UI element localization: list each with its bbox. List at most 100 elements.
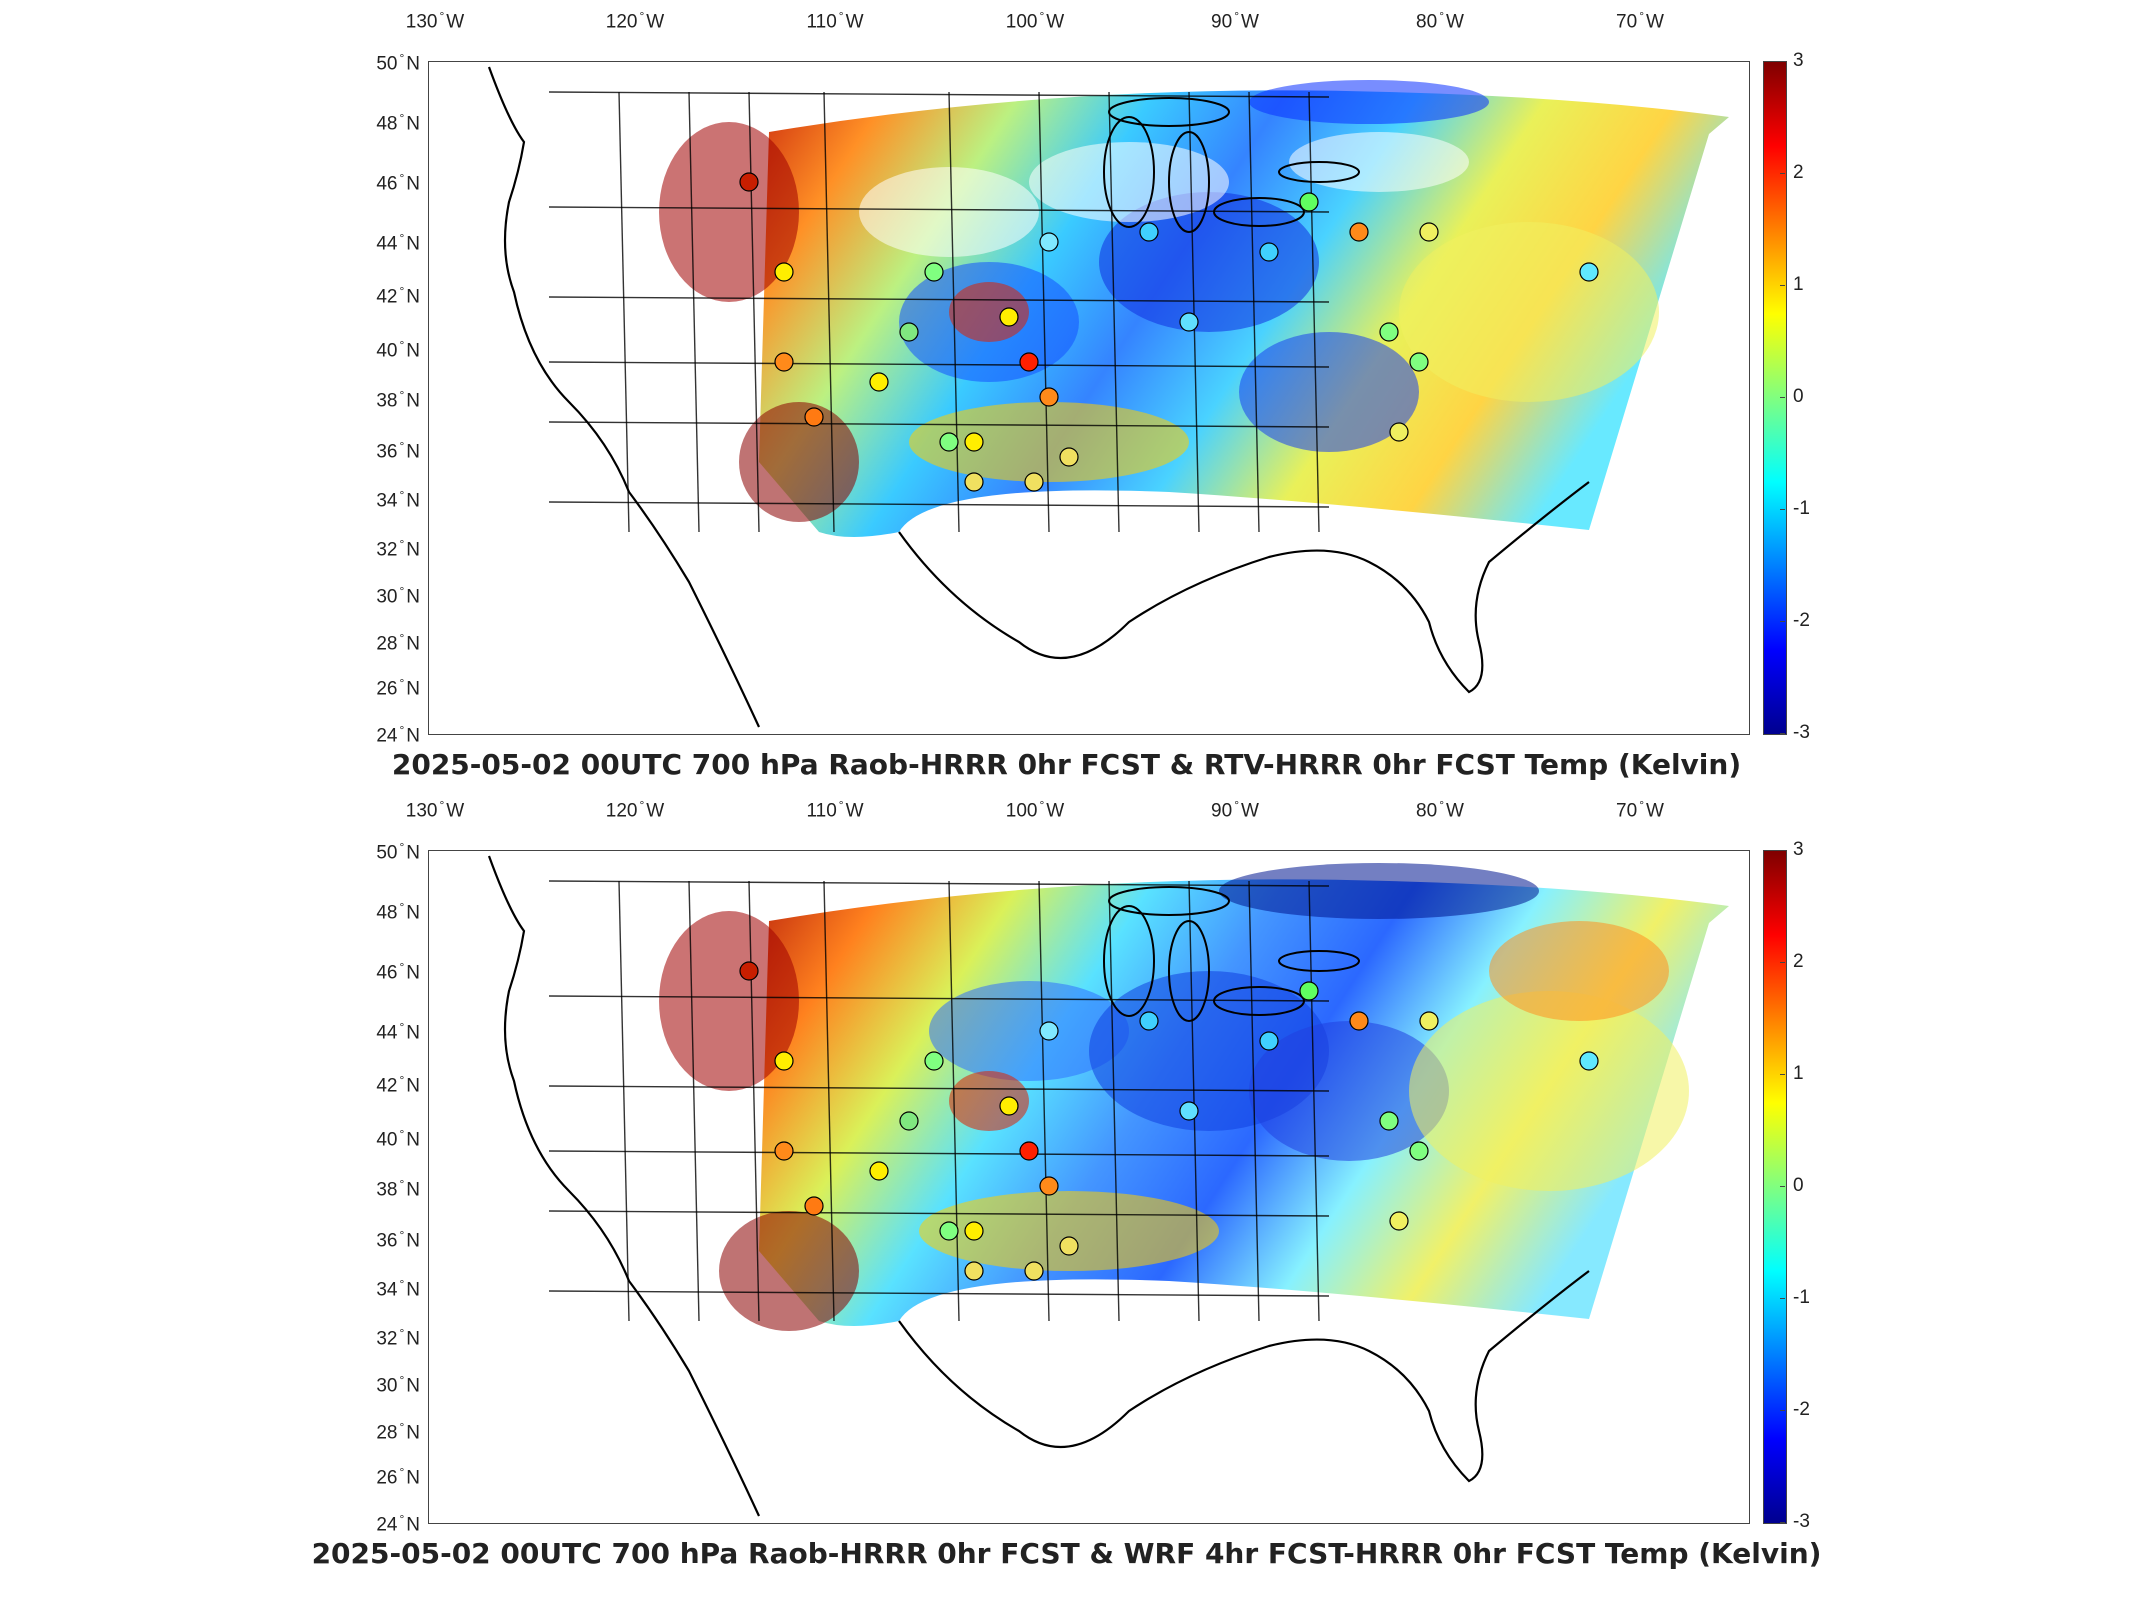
latitude-label: 38 ° N <box>376 388 420 412</box>
colorbar-tick-label: -1 <box>1793 1287 1810 1308</box>
raob-station-marker[interactable] <box>1379 1111 1399 1131</box>
raob-station-marker[interactable] <box>1349 222 1369 242</box>
raob-station-marker[interactable] <box>1139 1011 1159 1031</box>
great-lake-outline <box>1168 131 1210 233</box>
field-patch <box>1249 80 1489 124</box>
field-patch <box>949 282 1029 342</box>
raob-station-marker[interactable] <box>1059 1236 1079 1256</box>
panel-title-top: 2025-05-02 00UTC 700 hPa Raob-HRRR 0hr F… <box>391 748 1742 781</box>
raob-station-marker[interactable] <box>804 407 824 427</box>
raob-station-marker[interactable] <box>1389 1211 1409 1231</box>
state-boundary <box>1248 91 1260 533</box>
raob-station-marker[interactable] <box>964 1221 984 1241</box>
raob-station-marker[interactable] <box>939 1221 959 1241</box>
colorbar-tick-label: 0 <box>1793 1175 1804 1196</box>
colorbar-tick-mark <box>1780 61 1785 62</box>
raob-station-marker[interactable] <box>1349 1011 1369 1031</box>
raob-station-marker[interactable] <box>774 352 794 372</box>
state-boundary <box>548 206 1330 213</box>
latitude-label: 34 ° N <box>376 488 420 512</box>
raob-station-marker[interactable] <box>1419 1011 1439 1031</box>
raob-station-marker[interactable] <box>1379 322 1399 342</box>
raob-station-marker[interactable] <box>1019 352 1039 372</box>
latitude-label: 26 ° N <box>376 676 420 700</box>
coastline <box>487 66 760 728</box>
raob-station-marker[interactable] <box>869 372 889 392</box>
great-lake-outline <box>1103 905 1155 1017</box>
raob-station-marker[interactable] <box>939 432 959 452</box>
raob-station-marker[interactable] <box>1039 387 1059 407</box>
field-patch <box>949 1071 1029 1131</box>
raob-station-marker[interactable] <box>869 1161 889 1181</box>
raob-station-marker[interactable] <box>1419 222 1439 242</box>
colorbar-tick-mark <box>1780 1298 1785 1299</box>
latitude-label: 38 ° N <box>376 1177 420 1201</box>
raob-station-marker[interactable] <box>924 262 944 282</box>
latitude-label: 24 ° N <box>376 1512 420 1536</box>
colorbar-tick-mark <box>1780 850 1785 851</box>
state-boundary <box>548 296 1330 303</box>
raob-station-marker[interactable] <box>774 1141 794 1161</box>
raob-station-marker[interactable] <box>999 307 1019 327</box>
raob-station-marker[interactable] <box>1024 472 1044 492</box>
colorbar-tick-mark <box>1780 962 1785 963</box>
great-lake-outline <box>1103 116 1155 228</box>
raob-station-marker[interactable] <box>1579 262 1599 282</box>
raob-station-marker[interactable] <box>899 1111 919 1131</box>
raob-station-marker[interactable] <box>964 432 984 452</box>
field-patch <box>659 122 799 302</box>
state-boundary <box>688 880 700 1322</box>
raob-station-marker[interactable] <box>1019 1141 1039 1161</box>
state-boundary <box>1188 880 1200 1322</box>
colorbar-tick-label: -3 <box>1793 722 1810 743</box>
raob-station-marker[interactable] <box>1389 422 1409 442</box>
map-plot-area-top[interactable] <box>428 61 1750 735</box>
colorbar-tick-label: 1 <box>1793 1063 1804 1084</box>
raob-station-marker[interactable] <box>774 262 794 282</box>
raob-station-marker[interactable] <box>964 1261 984 1281</box>
raob-station-marker[interactable] <box>1039 1176 1059 1196</box>
raob-station-marker[interactable] <box>804 1196 824 1216</box>
raob-station-marker[interactable] <box>1179 1101 1199 1121</box>
raob-station-marker[interactable] <box>774 1051 794 1071</box>
map-plot-area-bottom[interactable] <box>428 850 1750 1524</box>
raob-station-marker[interactable] <box>1059 447 1079 467</box>
raob-station-marker[interactable] <box>924 1051 944 1071</box>
raob-station-marker[interactable] <box>1024 1261 1044 1281</box>
raob-station-marker[interactable] <box>1039 232 1059 252</box>
raob-station-marker[interactable] <box>1409 352 1429 372</box>
raob-station-marker[interactable] <box>999 1096 1019 1116</box>
raob-station-marker[interactable] <box>1039 1021 1059 1041</box>
map-svg-bottom <box>487 855 1729 1517</box>
raob-station-marker[interactable] <box>739 961 759 981</box>
raob-station-marker[interactable] <box>1179 312 1199 332</box>
raob-station-marker[interactable] <box>1259 242 1279 262</box>
colorbar-tick-mark <box>1780 1410 1785 1411</box>
raob-station-marker[interactable] <box>1299 192 1319 212</box>
longitude-label: 70 ° W <box>1616 798 1664 822</box>
latitude-label: 50 ° N <box>376 51 420 75</box>
raob-station-marker[interactable] <box>1409 1141 1429 1161</box>
great-lake-outline <box>1168 920 1210 1022</box>
raob-station-marker[interactable] <box>1139 222 1159 242</box>
raob-station-marker[interactable] <box>964 472 984 492</box>
longitude-label: 110 ° W <box>806 798 864 822</box>
latitude-label: 48 ° N <box>376 900 420 924</box>
raob-station-marker[interactable] <box>1579 1051 1599 1071</box>
longitude-label: 90 ° W <box>1211 9 1259 33</box>
great-lake-outline <box>1108 886 1230 916</box>
field-patch <box>659 911 799 1091</box>
latitude-label: 26 ° N <box>376 1465 420 1489</box>
raob-station-marker[interactable] <box>1259 1031 1279 1051</box>
raob-station-marker[interactable] <box>899 322 919 342</box>
longitude-label: 100 ° W <box>1005 9 1065 33</box>
raob-station-marker[interactable] <box>1299 981 1319 1001</box>
field-patch <box>1399 222 1659 402</box>
state-boundary <box>548 361 1330 368</box>
state-boundary <box>618 91 630 533</box>
colorbar-tick-mark <box>1780 1074 1785 1075</box>
state-boundary <box>1188 91 1200 533</box>
field-patch <box>1239 332 1419 452</box>
state-boundary <box>548 995 1330 1002</box>
raob-station-marker[interactable] <box>739 172 759 192</box>
